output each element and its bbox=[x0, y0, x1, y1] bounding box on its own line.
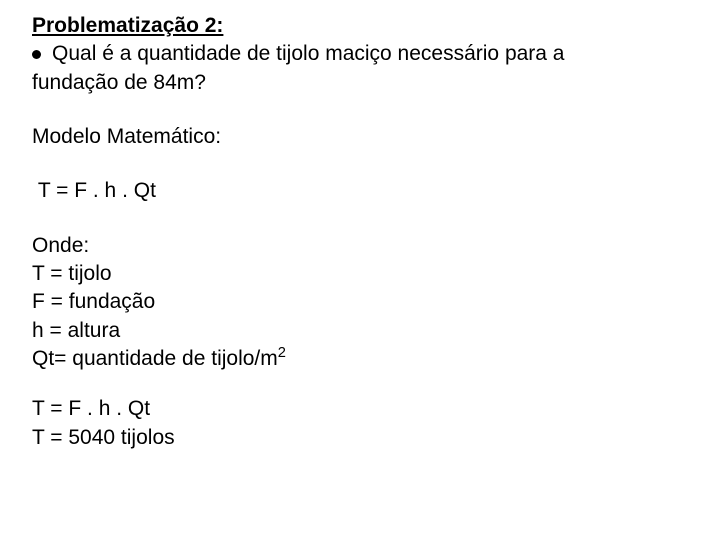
spacer bbox=[32, 151, 688, 177]
formula-main: T = F . h . Qt bbox=[32, 177, 688, 205]
formula-text: T = F . h . Qt bbox=[38, 179, 156, 202]
def-h: h = altura bbox=[32, 317, 688, 345]
def-t: T = tijolo bbox=[32, 260, 688, 288]
model-label: Modelo Matemático: bbox=[32, 123, 688, 151]
spacer bbox=[32, 97, 688, 123]
slide-content: Problematização 2: Qual é a quantidade d… bbox=[0, 0, 720, 464]
problem-title: Problematização 2: bbox=[32, 14, 223, 37]
spacer bbox=[32, 373, 688, 395]
question-line2: fundação de 84m? bbox=[32, 69, 688, 97]
calc-line2: T = 5040 tijolos bbox=[32, 424, 688, 452]
question-bullet: Qual é a quantidade de tijolo maciço nec… bbox=[32, 40, 688, 68]
question-text-line1: Qual é a quantidade de tijolo maciço nec… bbox=[52, 42, 565, 65]
def-qt: Qt= quantidade de tijolo/m2 bbox=[32, 345, 688, 373]
def-qt-prefix: Qt= quantidade de tijolo/m bbox=[32, 347, 278, 370]
title-line: Problematização 2: bbox=[32, 12, 688, 40]
calc-line1: T = F . h . Qt bbox=[32, 395, 688, 423]
def-f: F = fundação bbox=[32, 288, 688, 316]
spacer bbox=[32, 206, 688, 232]
onde-label: Onde: bbox=[32, 232, 688, 260]
def-qt-exponent: 2 bbox=[278, 345, 286, 361]
